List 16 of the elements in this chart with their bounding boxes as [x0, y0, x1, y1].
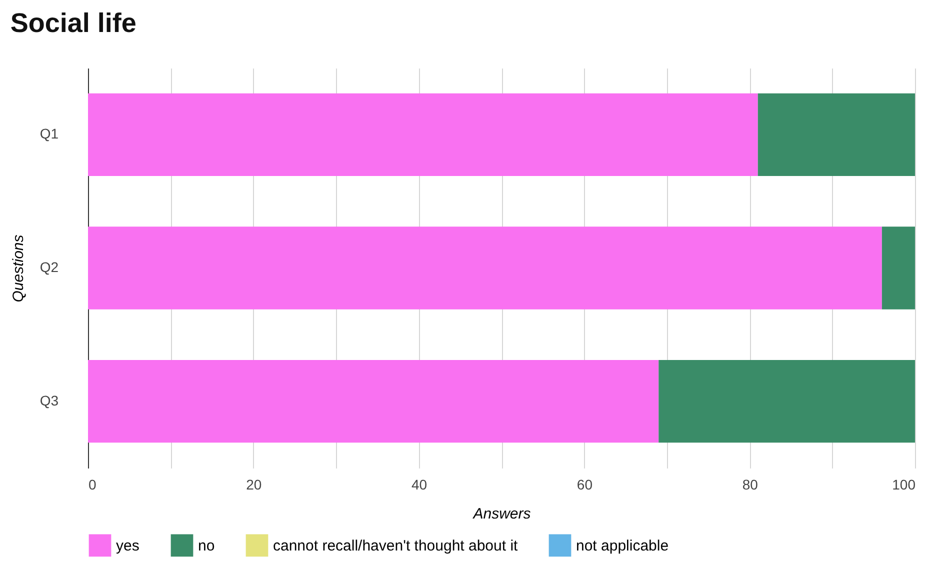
legend-label: no: [198, 537, 215, 554]
x-tick-label: 40: [412, 476, 428, 492]
legend-label: cannot recall/haven't thought about it: [273, 537, 519, 554]
y-axis-title: Questions: [10, 234, 27, 302]
legend-label: yes: [116, 537, 140, 554]
x-tick-label: 20: [246, 476, 262, 492]
x-axis-title: Answers: [472, 506, 532, 522]
x-tick-label: 100: [892, 476, 916, 492]
y-tick-label: Q3: [40, 392, 59, 408]
chart-title: Social life: [10, 8, 136, 38]
y-tick-label: Q1: [40, 126, 59, 142]
legend-label: not applicable: [576, 537, 669, 554]
x-tick-label: 80: [742, 476, 758, 492]
x-tick-label: 60: [576, 476, 593, 492]
x-tick-label: 0: [88, 476, 96, 492]
y-tick-label: Q2: [40, 259, 59, 275]
